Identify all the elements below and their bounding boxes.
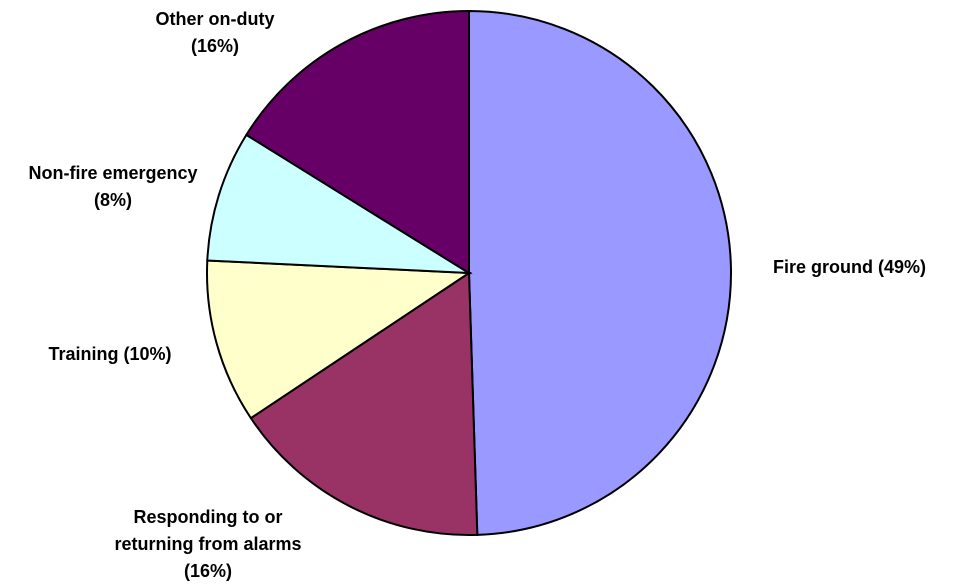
value-label: (16%) — [183, 561, 232, 581]
value-label: (49%) — [878, 257, 927, 277]
slice-label: Training (10%) — [20, 341, 200, 368]
pie-slice — [468, 9, 732, 536]
category-label: Training — [48, 344, 119, 364]
category-label: Other on-duty — [155, 9, 275, 29]
pie-slice — [206, 133, 473, 275]
value-label: (16%) — [190, 36, 239, 56]
pie-slice — [244, 9, 470, 275]
category-label: Fire ground — [772, 257, 873, 277]
category-label: Responding to or returning from alarms — [114, 507, 302, 554]
value-label: (8%) — [93, 190, 132, 210]
pie-slice — [249, 271, 479, 536]
slice-label: Fire ground (49%) — [742, 254, 957, 281]
pie-slice — [206, 259, 473, 420]
slice-label: Other on-duty (16%) — [140, 6, 290, 60]
slice-label: Responding to or returning from alarms (… — [98, 504, 318, 584]
category-label: Non-fire emergency — [28, 163, 198, 183]
slice-label: Non-fire emergency (8%) — [18, 160, 208, 214]
value-label: (10%) — [123, 344, 172, 364]
